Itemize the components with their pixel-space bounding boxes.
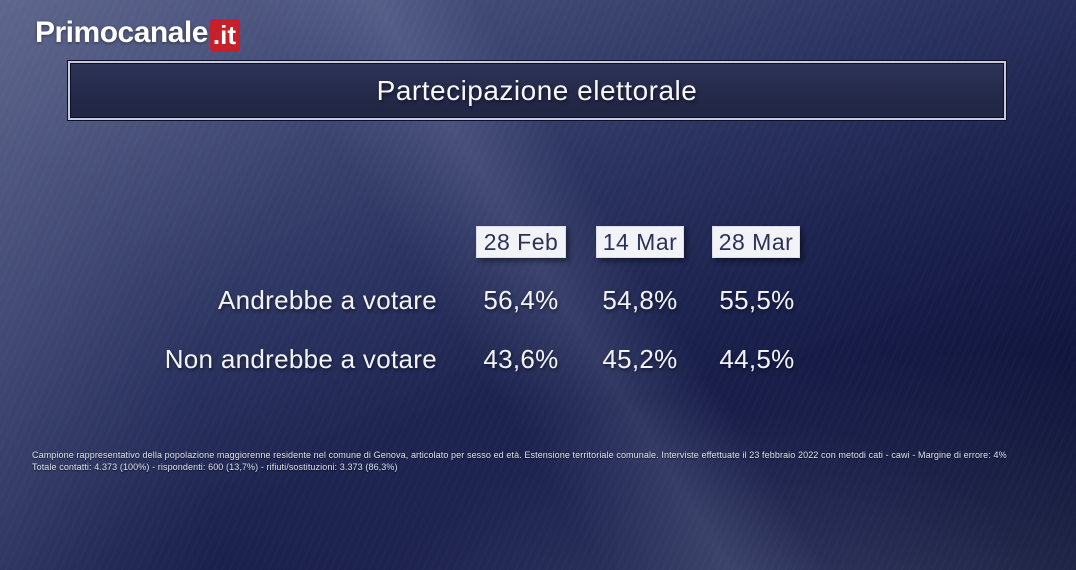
logo-suffix-badge: .it [209,18,241,52]
column-header-14-mar: 14 Mar [596,226,684,258]
column-header-28-mar: 28 Mar [712,226,800,258]
cell-value: 44,5% [719,344,795,374]
cell-value: 54,8% [602,285,678,315]
cell-value: 45,2% [602,344,678,374]
cell-value: 43,6% [483,344,559,374]
footnote-line-2: Totale contatti: 4.373 (100%) - risponde… [32,461,398,472]
row-label: Non andrebbe a votare [164,344,437,374]
row-label: Andrebbe a votare [217,285,437,315]
logo-text: Primocanale [35,16,208,49]
table-row-would-vote: Andrebbe a votare 56,4% 54,8% 55,5% [0,285,1076,315]
table-row-would-not-vote: Non andrebbe a votare 43,6% 45,2% 44,5% [0,344,1076,374]
title-banner: Partecipazione elettorale [68,61,1006,120]
cell-value: 56,4% [483,285,559,315]
channel-logo: Primocanale .it [35,16,241,52]
column-header-28-feb: 28 Feb [476,226,566,258]
footnote-line-1: Campione rappresentativo della popolazio… [32,450,1007,460]
methodology-footnote: Campione rappresentativo della popolazio… [32,450,1042,473]
page-title: Partecipazione elettorale [376,74,698,106]
cell-value: 55,5% [719,285,795,315]
